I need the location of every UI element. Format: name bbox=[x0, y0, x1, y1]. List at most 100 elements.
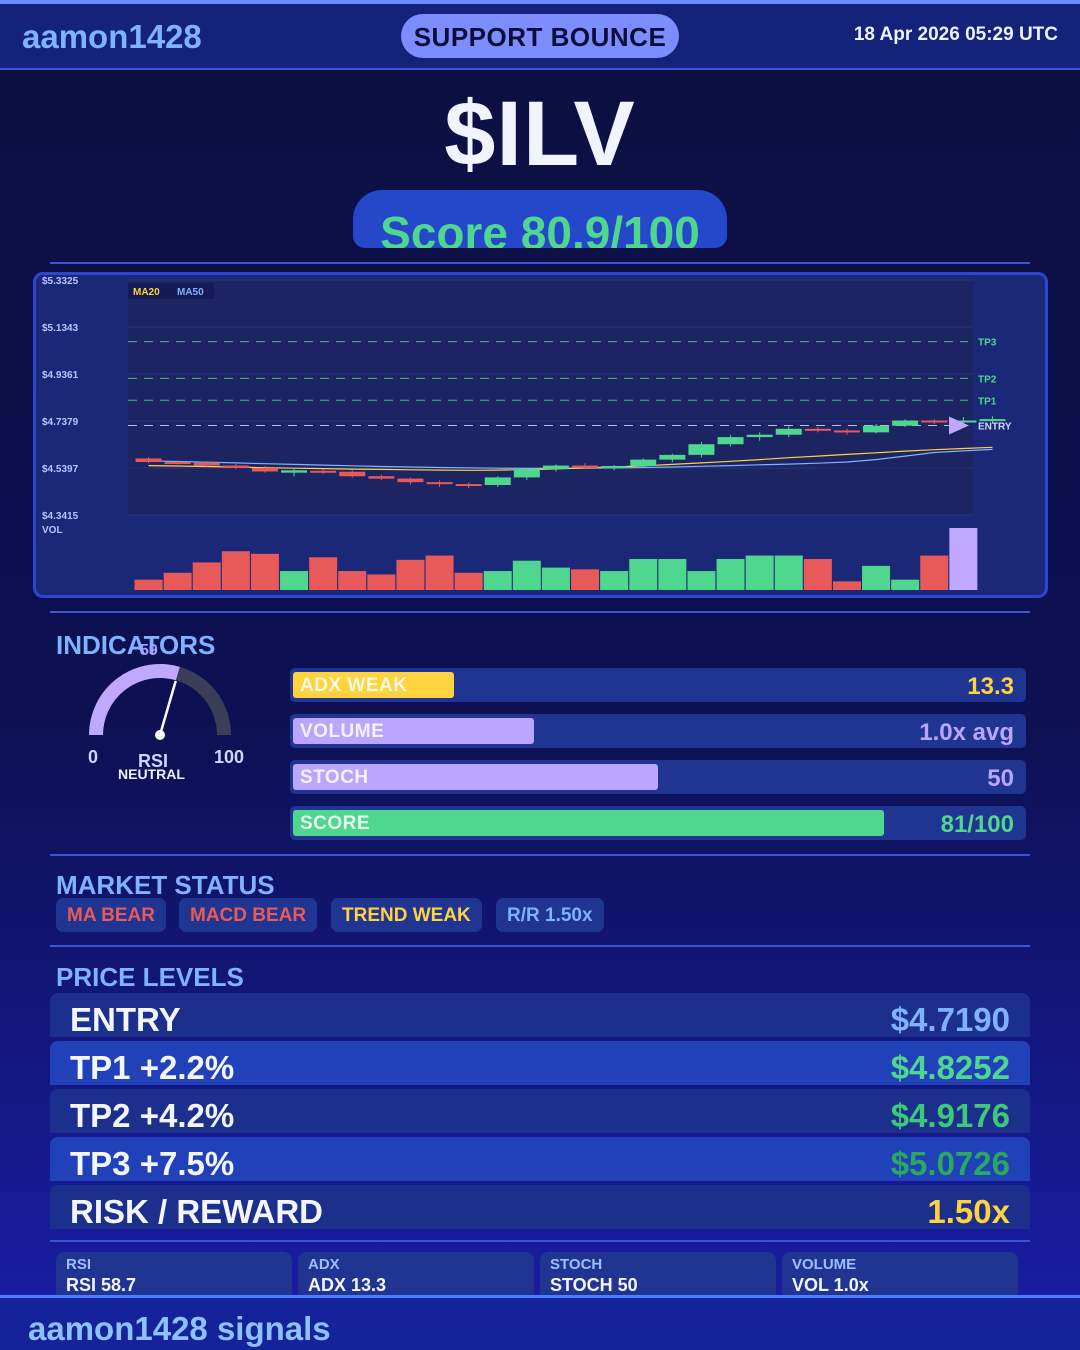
chart-entry-arrow bbox=[949, 416, 969, 435]
rsi-gauge-label: RSI bbox=[138, 751, 169, 771]
chart-volume-bar bbox=[367, 574, 396, 590]
chart-candle bbox=[804, 428, 831, 431]
indicator-bar-adx: ADX WEAK 13.3 bbox=[290, 668, 1026, 702]
chart-candle bbox=[921, 420, 948, 423]
chart-volume-bar bbox=[454, 572, 483, 590]
chart-y-tick-label: $5.1343 bbox=[42, 323, 79, 334]
rsi-gauge-max: 100 bbox=[214, 747, 245, 767]
chart-candle bbox=[630, 459, 657, 467]
indicator-bar-label: ADX WEAK bbox=[300, 675, 408, 696]
mini-stat-value: RSI 58.7 bbox=[66, 1275, 137, 1295]
level-row-tp3: TP3 +7.5% $5.0726 bbox=[50, 1137, 1030, 1182]
chart-volume-label: VOL bbox=[42, 525, 63, 536]
chart-volume-bar bbox=[745, 555, 774, 590]
chart-volume-bar bbox=[192, 562, 221, 590]
top-accent-line bbox=[0, 0, 1080, 4]
level-row-tp1: TP1 +2.2% $4.8252 bbox=[50, 1041, 1030, 1086]
chart-level-label: TP2 bbox=[978, 374, 997, 385]
chart-volume-bar bbox=[541, 567, 570, 590]
indicator-bar-score: SCORE 81/100 bbox=[290, 806, 1026, 840]
footer-text: aamon1428 signals bbox=[28, 1310, 331, 1347]
indicator-bar-fill bbox=[293, 718, 534, 744]
mini-stat-title: ADX bbox=[308, 1256, 340, 1273]
chart-volume-bar bbox=[134, 579, 163, 590]
indicator-bar-fill bbox=[293, 764, 658, 790]
score-pill: Score 80.9/100 bbox=[353, 190, 727, 248]
level-label: ENTRY bbox=[70, 1001, 181, 1038]
chart-candle bbox=[542, 465, 569, 470]
level-label: RISK / REWARD bbox=[70, 1193, 324, 1230]
chart-y-tick-label: $4.7379 bbox=[42, 417, 79, 428]
chart-y-tick-label: $4.9361 bbox=[42, 370, 79, 381]
chart-candle bbox=[164, 462, 191, 465]
chart-candle bbox=[659, 454, 686, 460]
chart-volume-bar bbox=[600, 571, 629, 590]
score-text: Score 80.9/100 bbox=[380, 207, 700, 248]
chart-y-tick-label: $4.5397 bbox=[42, 464, 79, 475]
divider bbox=[50, 945, 1030, 947]
mini-stat-title: STOCH bbox=[550, 1256, 603, 1273]
status-badge-trend: TREND WEAK bbox=[331, 898, 482, 932]
chart-volume-bar bbox=[658, 559, 687, 590]
indicator-bar-label: STOCH bbox=[300, 767, 369, 788]
level-row-tp2: TP2 +4.2% $4.9176 bbox=[50, 1089, 1030, 1134]
chart-volume-bar bbox=[891, 579, 920, 590]
indicators-title: INDICATORS bbox=[56, 630, 216, 660]
chart-candle bbox=[863, 425, 890, 433]
chart-volume-bar bbox=[338, 571, 367, 590]
chart-volume-bar bbox=[920, 555, 949, 590]
chart-volume-bar bbox=[832, 581, 861, 590]
chart-candle bbox=[688, 444, 715, 455]
indicator-bar-value: 1.0x avg bbox=[919, 719, 1014, 746]
chart-candle bbox=[397, 478, 424, 483]
chart-volume-bar bbox=[163, 572, 192, 590]
chart-candle bbox=[601, 466, 628, 469]
level-value: $4.7190 bbox=[890, 1001, 1010, 1038]
rsi-gauge-hub bbox=[155, 730, 165, 740]
mini-stat-adx: ADX ADX 13.3 bbox=[298, 1252, 534, 1298]
price-levels-title: PRICE LEVELS bbox=[56, 962, 244, 992]
indicator-bar-value: 81/100 bbox=[940, 811, 1014, 838]
chart-level-label: TP3 bbox=[978, 338, 997, 349]
level-row-entry: ENTRY $4.7190 bbox=[50, 993, 1030, 1038]
chart-volume-bar bbox=[280, 571, 309, 590]
chart-volume-bar bbox=[309, 557, 338, 590]
chart-volume-bar bbox=[716, 559, 745, 590]
chart-volume-bar bbox=[250, 553, 279, 590]
mini-stat-title: RSI bbox=[66, 1256, 92, 1273]
rsi-gauge-value: 59 bbox=[140, 642, 158, 659]
chart-candle bbox=[775, 428, 802, 435]
chart-candle bbox=[484, 477, 511, 486]
status-badge-ma: MA BEAR bbox=[56, 898, 166, 932]
chart-candle bbox=[892, 420, 919, 426]
mini-stat-value: VOL 1.0x bbox=[792, 1275, 869, 1295]
chart-candle bbox=[222, 465, 249, 468]
chart-volume-bar bbox=[862, 565, 891, 590]
ticker-symbol: $ILV bbox=[444, 83, 636, 185]
level-value: 1.50x bbox=[927, 1193, 1010, 1230]
rsi-state: NEUTRAL bbox=[118, 766, 185, 782]
chart-candle bbox=[368, 476, 395, 479]
chart-ma20-line bbox=[148, 446, 993, 471]
status-badge-macd: MACD BEAR bbox=[179, 898, 318, 932]
level-label: TP1 +2.2% bbox=[70, 1049, 235, 1086]
chart-volume-bar bbox=[629, 559, 658, 590]
chart-candle bbox=[135, 458, 162, 463]
chart-candle bbox=[717, 437, 744, 445]
mini-stat-value: ADX 13.3 bbox=[308, 1275, 387, 1295]
divider bbox=[50, 1240, 1030, 1242]
market-status-title: MARKET STATUS bbox=[56, 870, 275, 900]
mini-stat-rsi: RSI RSI 58.7 bbox=[56, 1252, 292, 1298]
chart-volume-bar bbox=[774, 555, 803, 590]
chart-candle bbox=[310, 470, 337, 473]
rsi-gauge-arc bbox=[89, 664, 180, 736]
chart-volume-bar bbox=[687, 571, 716, 590]
chart-candle bbox=[513, 469, 540, 478]
header-bar: aamon1428 SUPPORT BOUNCE 18 Apr 2026 05:… bbox=[0, 4, 1080, 70]
rsi-gauge-needle bbox=[158, 680, 177, 736]
chart-volume-bar bbox=[571, 569, 600, 590]
timestamp: 18 Apr 2026 05:29 UTC bbox=[853, 24, 1058, 45]
chart-candle bbox=[572, 465, 599, 468]
chart-candle bbox=[950, 420, 977, 423]
chart-candle bbox=[339, 471, 366, 477]
